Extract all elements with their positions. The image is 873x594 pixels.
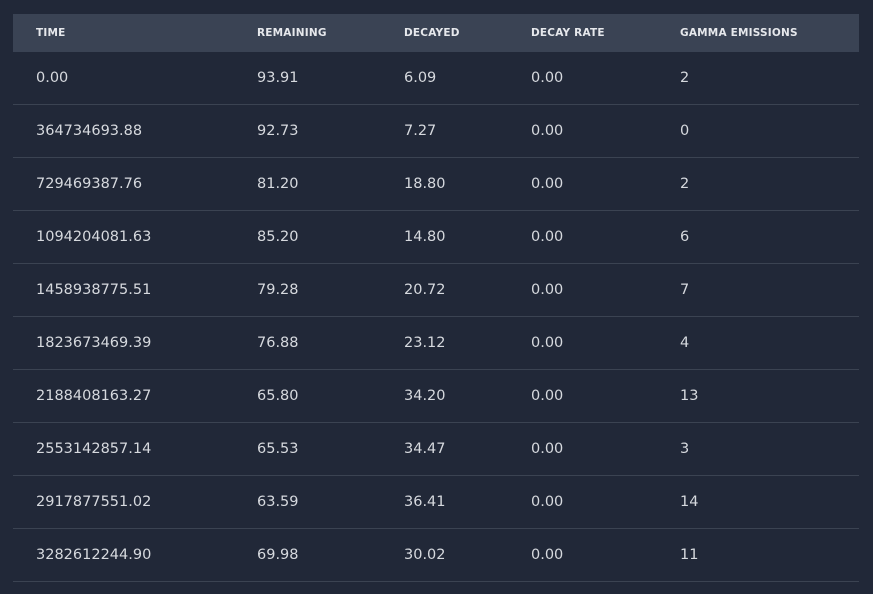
gamma-emissions-cell: 6 [680, 229, 690, 245]
table-row: 1823673469.39 76.88 23.12 0.00 4 [13, 317, 859, 370]
remaining-cell: 93.91 [257, 70, 299, 86]
gamma-emissions-cell: 14 [680, 494, 699, 510]
decay-rate-cell: 0.00 [531, 229, 564, 245]
remaining-cell: 65.53 [257, 441, 299, 457]
table-row: 729469387.76 81.20 18.80 0.00 2 [13, 158, 859, 211]
gamma-emissions-cell: 3 [680, 441, 690, 457]
decayed-cell: 30.02 [404, 547, 446, 563]
decay-rate-cell: 0.00 [531, 441, 564, 457]
decayed-cell: 20.72 [404, 282, 446, 298]
time-cell: 0.00 [36, 70, 69, 86]
decayed-cell: 36.41 [404, 494, 446, 510]
table-row: 2188408163.27 65.80 34.20 0.00 13 [13, 370, 859, 423]
time-cell: 1823673469.39 [36, 335, 152, 351]
gamma-emissions-cell: 2 [680, 176, 690, 192]
decayed-cell: 14.80 [404, 229, 446, 245]
gamma-emissions-cell: 7 [680, 282, 690, 298]
remaining-cell: 92.73 [257, 123, 299, 139]
table-row: 2553142857.14 65.53 34.47 0.00 3 [13, 423, 859, 476]
table-row: 0.00 93.91 6.09 0.00 2 [13, 52, 859, 105]
decayed-cell: 7.27 [404, 123, 437, 139]
time-cell: 2917877551.02 [36, 494, 152, 510]
time-cell: 1094204081.63 [36, 229, 152, 245]
time-cell: 729469387.76 [36, 176, 143, 192]
decay-rate-cell: 0.00 [531, 123, 564, 139]
table-row: 2917877551.02 63.59 36.41 0.00 14 [13, 476, 859, 529]
time-cell: 1458938775.51 [36, 282, 152, 298]
remaining-cell: 79.28 [257, 282, 299, 298]
table-row: 1458938775.51 79.28 20.72 0.00 7 [13, 264, 859, 317]
table-body: 0.00 93.91 6.09 0.00 2 364734693.88 92.73 7.27 0… [13, 52, 859, 582]
decay-rate-cell: 0.00 [531, 388, 564, 404]
remaining-cell: 65.80 [257, 388, 299, 404]
column-header-time[interactable]: TIME [36, 27, 66, 39]
remaining-cell: 76.88 [257, 335, 299, 351]
remaining-cell: 63.59 [257, 494, 299, 510]
remaining-cell: 69.98 [257, 547, 299, 563]
decayed-cell: 34.47 [404, 441, 446, 457]
table-header: TIME REMAINING DECAYED DECAY RATE GAMMA … [13, 14, 859, 52]
decayed-cell: 18.80 [404, 176, 446, 192]
column-header-remaining[interactable]: REMAINING [257, 27, 327, 39]
time-cell: 2553142857.14 [36, 441, 152, 457]
time-cell: 2188408163.27 [36, 388, 152, 404]
remaining-cell: 85.20 [257, 229, 299, 245]
gamma-emissions-cell: 2 [680, 70, 690, 86]
decay-rate-cell: 0.00 [531, 70, 564, 86]
decay-rate-cell: 0.00 [531, 335, 564, 351]
decay-rate-cell: 0.00 [531, 282, 564, 298]
gamma-emissions-cell: 11 [680, 547, 699, 563]
column-header-gamma-emissions[interactable]: GAMMA EMISSIONS [680, 27, 798, 39]
decay-rate-cell: 0.00 [531, 176, 564, 192]
column-header-decayed[interactable]: DECAYED [404, 27, 460, 39]
table-row: 1094204081.63 85.20 14.80 0.00 6 [13, 211, 859, 264]
remaining-cell: 81.20 [257, 176, 299, 192]
gamma-emissions-cell: 13 [680, 388, 699, 404]
decayed-cell: 6.09 [404, 70, 437, 86]
decay-rate-cell: 0.00 [531, 494, 564, 510]
table-row: 364734693.88 92.73 7.27 0.00 0 [13, 105, 859, 158]
gamma-emissions-cell: 0 [680, 123, 690, 139]
time-cell: 3282612244.90 [36, 547, 152, 563]
decayed-cell: 34.20 [404, 388, 446, 404]
table-row: 3282612244.90 69.98 30.02 0.00 11 [13, 529, 859, 582]
decay-rate-cell: 0.00 [531, 547, 564, 563]
decayed-cell: 23.12 [404, 335, 446, 351]
decay-data-table: TIME REMAINING DECAYED DECAY RATE GAMMA … [13, 14, 859, 582]
time-cell: 364734693.88 [36, 123, 143, 139]
column-header-decay-rate[interactable]: DECAY RATE [531, 27, 605, 39]
gamma-emissions-cell: 4 [680, 335, 690, 351]
